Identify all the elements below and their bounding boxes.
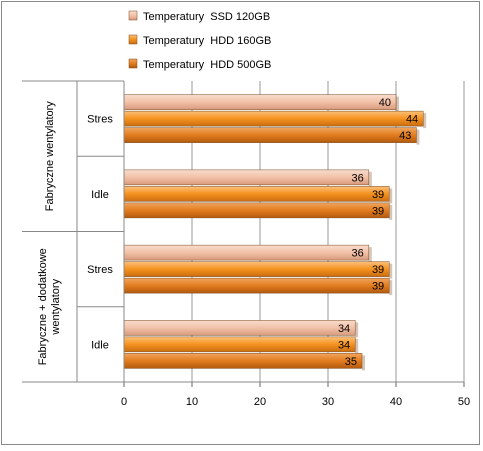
bar-value-label: 39 xyxy=(372,281,384,293)
bar-shadow xyxy=(368,247,372,263)
bar-value-label: 36 xyxy=(352,248,364,260)
bar-series-3 xyxy=(123,127,417,143)
bar-shadow xyxy=(355,322,359,338)
bar-shadow xyxy=(368,171,372,187)
bar-series-1 xyxy=(123,244,370,261)
bar-series-3 xyxy=(123,202,390,219)
bar-series-1 xyxy=(123,94,397,110)
bar-value-label: 35 xyxy=(345,356,357,368)
x-tick-label: 0 xyxy=(121,396,127,408)
legend-label: Temperatury HDD 160GB xyxy=(143,35,271,47)
bar-value-label: 34 xyxy=(338,323,350,335)
category-label: Stres xyxy=(87,114,113,126)
bar-shadow xyxy=(355,338,359,354)
bar-shadow xyxy=(389,263,393,279)
chart-svg: 40 44 43 36 39 39 36 39 39 34 34 35 0 10 20 30 40 50 Stre… xyxy=(22,10,470,408)
bar-series-3 xyxy=(123,277,390,294)
legend-swatch xyxy=(128,10,138,21)
legend-swatch xyxy=(128,58,138,69)
category-label: Idle xyxy=(91,339,109,351)
category-label: Idle xyxy=(91,189,109,201)
bar-shadow xyxy=(389,188,393,204)
x-tick-label: 10 xyxy=(186,396,198,408)
legend-label: Temperatury SSD 120GB xyxy=(143,11,270,23)
legend-label: Temperatury HDD 500GB xyxy=(143,59,271,71)
group-label: Fabryczne wentylatory xyxy=(44,101,56,212)
chart-frame: 40 44 43 36 39 39 36 39 39 34 34 35 0 10 20 30 40 50 Stre… xyxy=(1,1,480,445)
legend-swatch xyxy=(128,34,138,45)
bar-series-1 xyxy=(123,320,356,336)
bar-shadow xyxy=(389,280,393,296)
bar-value-label: 39 xyxy=(372,189,384,201)
x-tick-label: 50 xyxy=(458,396,470,408)
bar-series-2 xyxy=(123,110,424,127)
bar-value-label: 36 xyxy=(352,172,364,184)
bar-series-1 xyxy=(123,169,370,186)
bar-shadow xyxy=(396,96,399,112)
bar-series-2 xyxy=(123,186,390,202)
bar-value-label: 44 xyxy=(406,114,418,126)
bar-value-label: 34 xyxy=(338,339,350,351)
bar-shadow xyxy=(423,113,427,129)
x-tick-label: 40 xyxy=(390,396,402,408)
bar-series-3 xyxy=(123,353,363,369)
bar-series-2 xyxy=(123,261,390,277)
bar-value-label: 40 xyxy=(379,97,391,109)
category-label: Stres xyxy=(87,264,113,276)
bar-value-label: 39 xyxy=(372,264,384,276)
x-tick-label: 20 xyxy=(254,396,266,408)
bar-shadow xyxy=(416,129,420,145)
bar-series-2 xyxy=(123,336,356,353)
bar-value-label: 43 xyxy=(399,130,411,142)
bar-value-label: 39 xyxy=(372,205,384,217)
bar-shadow xyxy=(362,355,365,371)
bar-shadow xyxy=(389,204,393,220)
x-tick-label: 30 xyxy=(322,396,334,408)
group-label: Fabryczne + dodatkowewentylatory xyxy=(37,248,62,365)
